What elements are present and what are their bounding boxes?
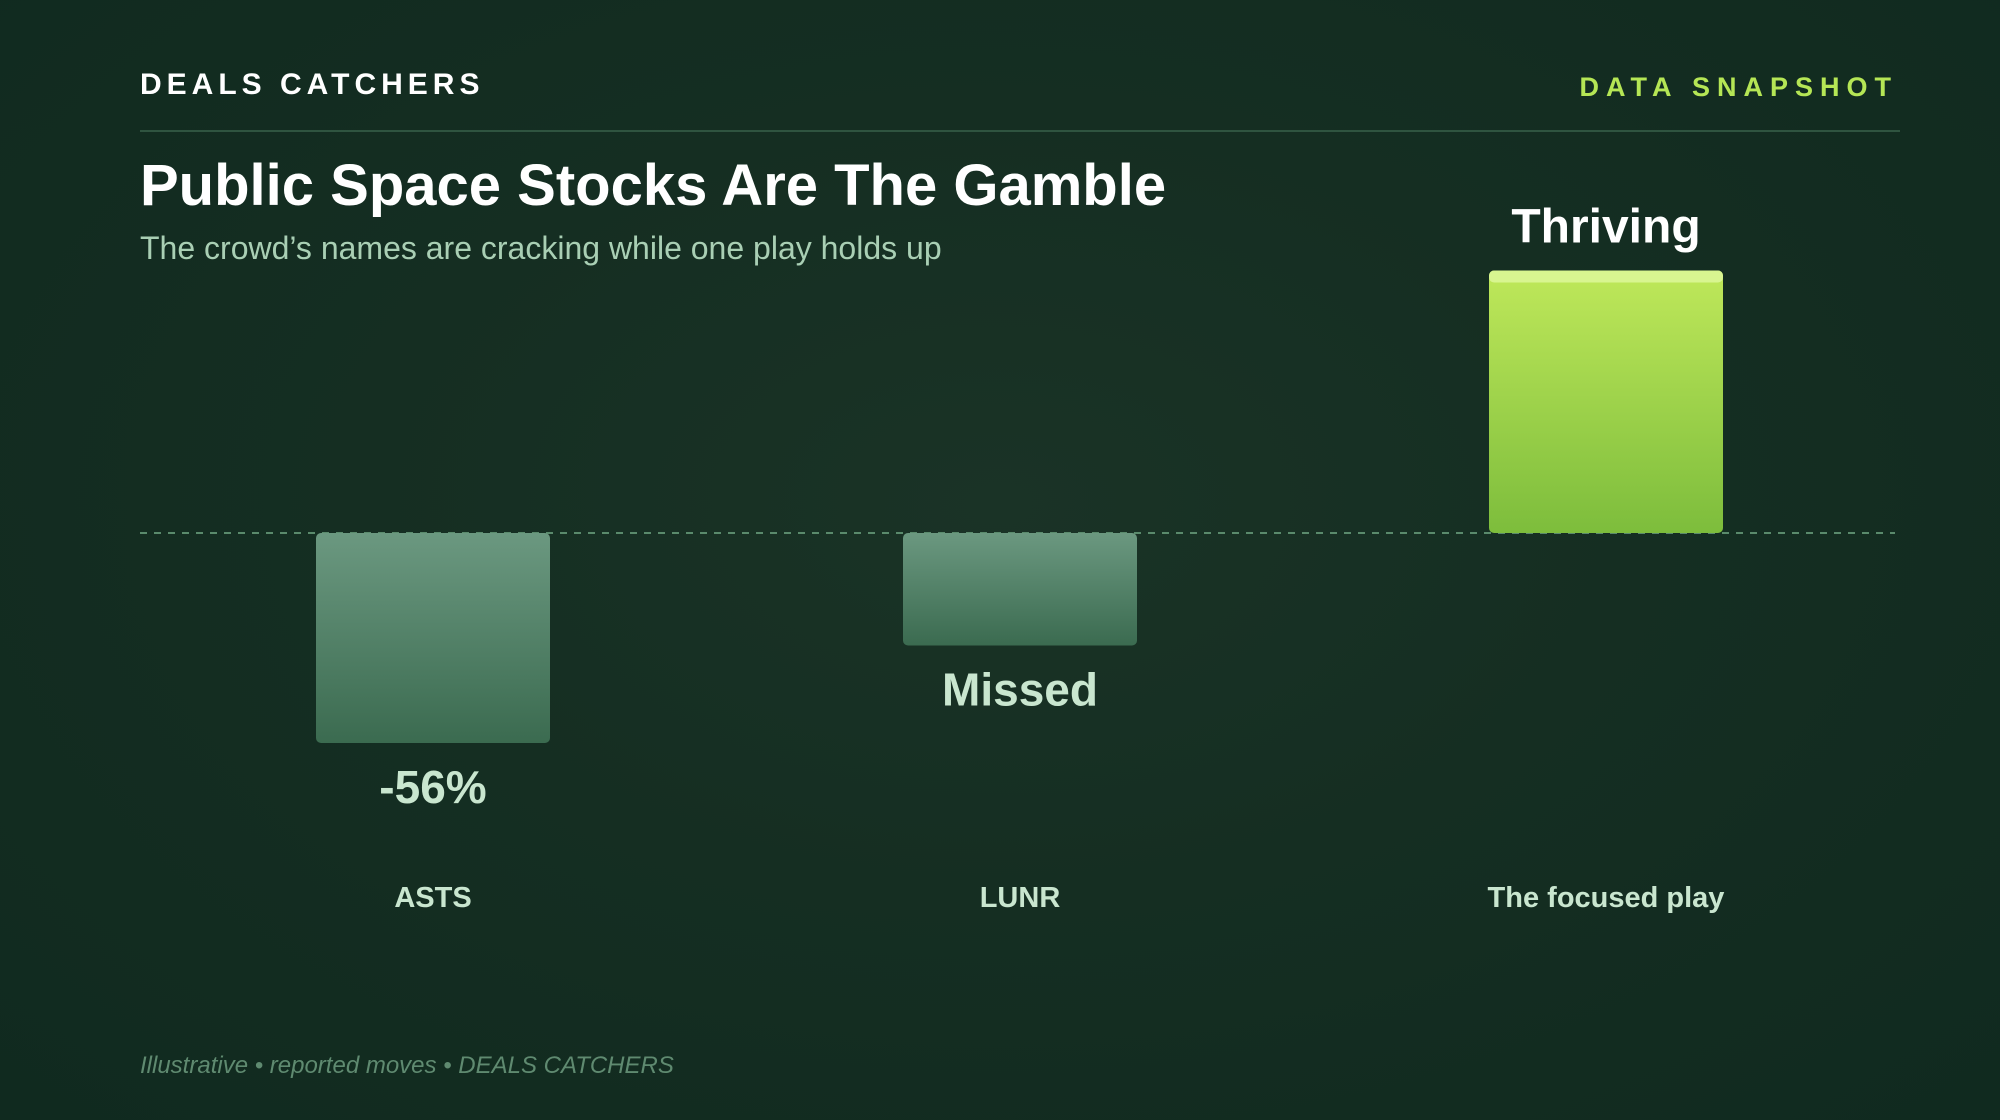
bar-2	[1489, 270, 1723, 533]
data-label-1: Missed	[942, 664, 1098, 716]
category-label-2: The focused play	[1488, 882, 1725, 914]
footer-note: Illustrative • reported moves • DEALS CA…	[140, 1052, 674, 1079]
bar-highlight-2	[1489, 270, 1723, 283]
header-divider	[140, 130, 1900, 132]
bar-0	[316, 533, 550, 743]
section-tag: DATA SNAPSHOT	[1579, 72, 1898, 102]
category-label-0: ASTS	[394, 882, 471, 914]
category-label-1: LUNR	[980, 882, 1061, 914]
bar-1	[903, 533, 1137, 646]
data-label-0: -56%	[379, 761, 486, 813]
chart-subtitle: The crowd’s names are cracking while one…	[140, 230, 942, 266]
brand-name: DEALS CATCHERS	[140, 68, 485, 101]
data-label-2: Thriving	[1511, 201, 1700, 254]
chart-title: Public Space Stocks Are The Gamble	[140, 153, 1167, 218]
